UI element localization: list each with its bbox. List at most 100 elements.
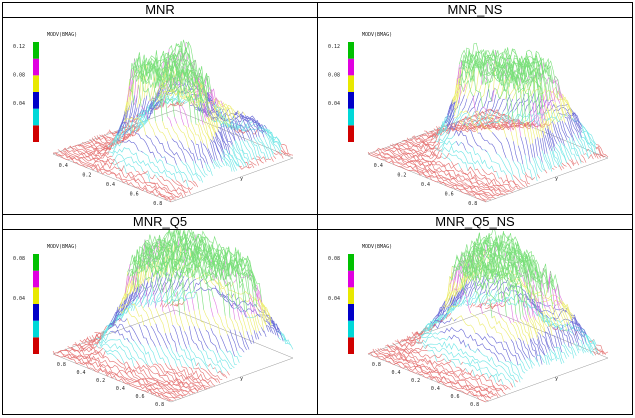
surface-line (533, 129, 535, 139)
surface-line (177, 123, 189, 147)
surface-line (235, 356, 240, 362)
cell-header: MNR_NS (318, 3, 633, 18)
legend-swatch (33, 254, 39, 271)
surface-line (160, 346, 169, 365)
surface-line (562, 352, 567, 359)
legend-swatch (348, 42, 354, 59)
surface-line (526, 321, 531, 339)
surface-line (201, 159, 203, 168)
surface-line (470, 349, 477, 353)
legend-label: 0.04 (13, 296, 25, 302)
surface-line (172, 179, 189, 192)
legend-swatch (348, 254, 354, 271)
surface-line (151, 326, 160, 346)
surface-line (243, 112, 245, 115)
surface-line (117, 164, 119, 171)
legend-swatch (33, 75, 39, 92)
surface-plot: MODV(BMAG)0.080.040.80.40.20.40.60.8y (318, 230, 632, 414)
surface-line (428, 350, 435, 355)
surface-line (452, 317, 454, 321)
legend-swatch (348, 321, 354, 338)
surface-line (198, 159, 200, 160)
surface-line (249, 164, 254, 168)
surface-line (148, 119, 155, 135)
surface-line (555, 79, 557, 82)
legend-swatch (348, 271, 354, 288)
surface-line (237, 351, 242, 357)
surface-line (458, 163, 460, 168)
surface-line (208, 280, 215, 286)
surface-line (569, 138, 581, 163)
surface-line (451, 162, 458, 166)
surface-line (155, 175, 157, 178)
surface-line (506, 175, 520, 189)
surface-line (174, 117, 176, 123)
surface-line (194, 326, 203, 350)
surface-line (244, 166, 246, 167)
surface-line (143, 153, 171, 180)
surface-line (466, 344, 468, 347)
surface-line (165, 157, 167, 164)
surface-line (562, 345, 569, 357)
legend-swatch (33, 321, 39, 338)
surface-line (141, 151, 143, 152)
surface-line (537, 361, 539, 367)
surface-line (521, 136, 526, 155)
legend-label: 0.04 (328, 296, 340, 302)
surface-line (552, 151, 559, 167)
surface-line (165, 333, 170, 344)
surface-line (165, 304, 167, 307)
plot-cell: MODV(BMAG)0.120.080.040.40.20.40.60.8y (3, 18, 318, 215)
surface-line (161, 292, 163, 311)
surface-line (215, 133, 224, 157)
surface-line (182, 106, 189, 127)
surface-line (400, 337, 421, 344)
figure-table: MNR MNR_NS MODV(BMAG)0.120.080.040.40.20… (2, 2, 633, 415)
surface-line (555, 348, 562, 364)
legend-swatch (33, 42, 39, 59)
surface-line (442, 153, 447, 158)
surface-line (223, 295, 225, 316)
surface-line (252, 335, 254, 344)
axis-tick-label: 0.2 (397, 172, 406, 178)
surface-line (156, 347, 165, 363)
legend-swatch (33, 59, 39, 76)
surface-line (440, 136, 454, 148)
surface-line (584, 154, 586, 155)
axis-tick-label: 0.2 (82, 172, 91, 178)
axis-tick-label: 0.8 (468, 201, 477, 207)
surface-line (252, 158, 254, 160)
surface-line (264, 125, 266, 129)
surface-line (256, 160, 258, 165)
axis-tick-label: 0.4 (77, 370, 86, 376)
surface-line (148, 344, 157, 363)
surface-line (184, 331, 189, 345)
surface-line (215, 368, 217, 373)
surface-line (110, 330, 124, 340)
surface-line (545, 170, 547, 173)
surface-line (449, 335, 466, 347)
surface-line (141, 344, 153, 364)
surface-line (511, 305, 513, 322)
surface-line (173, 325, 180, 345)
surface-line (237, 309, 239, 320)
surface-line (236, 297, 238, 300)
surface-line (274, 153, 279, 154)
surface-line (172, 139, 186, 163)
legend-label: 0.04 (13, 101, 25, 107)
surface-line (444, 359, 446, 362)
surface-line (589, 155, 591, 158)
surface-line (221, 101, 223, 107)
surface-line (213, 368, 215, 369)
surface-line (208, 364, 210, 367)
surface-line (222, 162, 224, 166)
surface-line (267, 134, 276, 151)
surface-line (125, 338, 127, 340)
surface-line (454, 319, 456, 321)
surface-line (525, 360, 530, 369)
plot-cell: MODV(BMAG)0.120.080.040.40.20.40.60.8y (318, 18, 633, 215)
surface-line (466, 150, 483, 169)
surface-line (167, 117, 172, 127)
surface-line (156, 324, 168, 349)
surface-line (119, 165, 124, 171)
